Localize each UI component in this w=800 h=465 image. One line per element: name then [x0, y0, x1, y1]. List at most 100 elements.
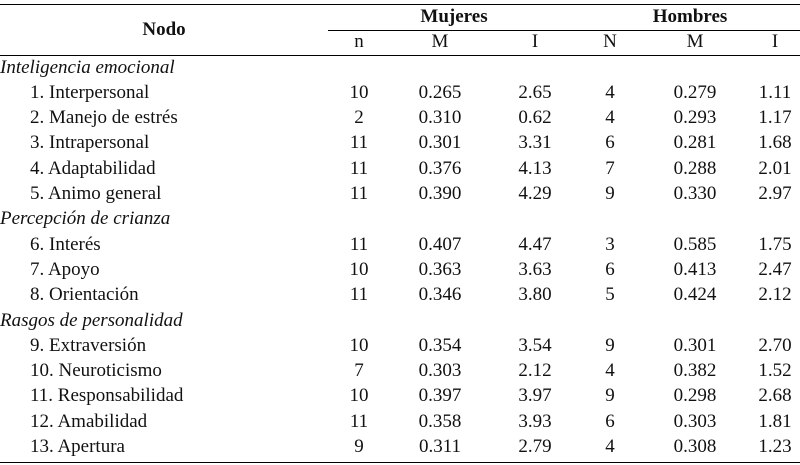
- cell-m-i: 1.11: [758, 81, 792, 103]
- cell-w-i: 0.62: [518, 107, 552, 129]
- bottom-rule: [0, 462, 800, 463]
- cell-m-m: 0.382: [673, 360, 717, 382]
- header-node: Nodo: [142, 18, 186, 40]
- cell-m-n: 3: [605, 233, 615, 255]
- cell-w-i: 2.79: [518, 436, 552, 458]
- cell-w-n: 11: [349, 233, 369, 255]
- cell-w-m: 0.354: [418, 334, 462, 356]
- group-rule: [328, 30, 800, 31]
- cell-w-n: 11: [349, 132, 369, 154]
- table-body: Inteligencia emocional 1. Interpersonal 10…: [0, 55, 800, 460]
- results-table: Nodo Mujeres Hombres n M I N M I Intelig…: [0, 4, 800, 459]
- cell-w-m: 0.390: [418, 183, 462, 205]
- cell-m-m: 0.308: [673, 436, 717, 458]
- cell-w-n: 9: [354, 436, 364, 458]
- cell-m-n: 5: [605, 284, 615, 306]
- cell-w-i: 3.54: [518, 334, 552, 356]
- cell-w-n: 10: [349, 334, 369, 356]
- cell-m-n: 6: [605, 410, 615, 432]
- table-row: 10. Neuroticismo 7 0.303 2.12 4 0.382 1.52: [0, 358, 800, 383]
- table-row: 12. Amabilidad 11 0.358 3.93 6 0.303 1.81: [0, 409, 800, 434]
- cell-w-i: 2.65: [518, 81, 552, 103]
- cell-m-n: 9: [605, 334, 615, 356]
- cell-w-m: 0.265: [418, 81, 462, 103]
- cell-w-m: 0.311: [418, 436, 462, 458]
- col-men-n: N: [603, 31, 617, 53]
- cell-w-i: 3.97: [518, 385, 552, 407]
- cell-m-m: 0.293: [673, 107, 717, 129]
- cell-m-m: 0.281: [673, 132, 717, 154]
- section-row: Rasgos de personalidad: [0, 308, 800, 333]
- cell-w-n: 7: [354, 360, 364, 382]
- cell-m-n: 6: [605, 258, 615, 280]
- cell-m-i: 1.52: [758, 360, 792, 382]
- table-row: 13. Apertura 9 0.311 2.79 4 0.308 1.23: [0, 434, 800, 459]
- cell-m-i: 2.12: [758, 284, 792, 306]
- cell-m-m: 0.413: [673, 258, 717, 280]
- col-men-i: I: [771, 31, 779, 53]
- cell-m-i: 2.97: [758, 183, 792, 205]
- cell-m-i: 2.70: [758, 334, 792, 356]
- cell-m-i: 2.68: [758, 385, 792, 407]
- col-women-n: n: [354, 31, 364, 53]
- cell-w-n: 11: [349, 157, 369, 179]
- cell-w-m: 0.358: [418, 410, 462, 432]
- row-label: 6. Interés: [30, 233, 101, 255]
- row-label: 8. Orientación: [30, 284, 139, 306]
- col-men-m: M: [686, 31, 704, 53]
- cell-w-n: 10: [349, 81, 369, 103]
- cell-w-m: 0.363: [418, 258, 462, 280]
- cell-m-i: 2.01: [758, 157, 792, 179]
- cell-m-n: 4: [605, 436, 615, 458]
- cell-w-m: 0.301: [418, 132, 462, 154]
- cell-m-n: 9: [605, 183, 615, 205]
- cell-m-n: 4: [605, 360, 615, 382]
- cell-w-n: 11: [349, 183, 369, 205]
- row-label: 7. Apoyo: [30, 258, 100, 280]
- row-label: 1. Interpersonal: [30, 81, 150, 103]
- cell-m-m: 0.301: [673, 334, 717, 356]
- cell-w-n: 10: [349, 385, 369, 407]
- section-row: Inteligencia emocional: [0, 55, 800, 80]
- cell-m-i: 1.81: [758, 410, 792, 432]
- cell-w-m: 0.303: [418, 360, 462, 382]
- cell-m-i: 1.68: [758, 132, 792, 154]
- row-label: 4. Adaptabilidad: [30, 157, 156, 179]
- cell-m-n: 9: [605, 385, 615, 407]
- cell-m-i: 1.17: [758, 107, 792, 129]
- cell-w-i: 4.13: [518, 157, 552, 179]
- cell-w-m: 0.346: [418, 284, 462, 306]
- cell-m-n: 7: [605, 157, 615, 179]
- section-title: Percepción de crianza: [0, 208, 171, 230]
- cell-m-m: 0.288: [673, 157, 717, 179]
- cell-w-m: 0.407: [418, 233, 462, 255]
- header-women: Mujeres: [420, 6, 488, 27]
- row-label: 13. Apertura: [30, 436, 125, 458]
- cell-m-m: 0.424: [673, 284, 717, 306]
- table-row: 6. Interés 11 0.407 4.47 3 0.585 1.75: [0, 232, 800, 257]
- cell-w-n: 2: [354, 107, 364, 129]
- table-row: 7. Apoyo 10 0.363 3.63 6 0.413 2.47: [0, 257, 800, 282]
- cell-m-n: 6: [605, 132, 615, 154]
- cell-m-i: 2.47: [758, 258, 792, 280]
- cell-w-i: 3.63: [518, 258, 552, 280]
- cell-w-i: 2.12: [518, 360, 552, 382]
- cell-w-n: 11: [349, 284, 369, 306]
- cell-m-m: 0.279: [673, 81, 717, 103]
- cell-m-m: 0.330: [673, 183, 717, 205]
- top-rule: [0, 4, 800, 5]
- header-men: Hombres: [652, 6, 728, 27]
- table-row: 8. Orientación 11 0.346 3.80 5 0.424 2.12: [0, 282, 800, 307]
- row-label: 5. Animo general: [30, 183, 162, 205]
- cell-m-m: 0.298: [673, 385, 717, 407]
- col-women-m: M: [431, 31, 449, 53]
- cell-w-i: 4.47: [518, 233, 552, 255]
- cell-w-i: 3.31: [518, 132, 552, 154]
- col-women-i: I: [531, 31, 539, 53]
- table-row: 2. Manejo de estrés 2 0.310 0.62 4 0.293 1.17: [0, 105, 800, 130]
- header-rule: [0, 55, 800, 56]
- table-row: 9. Extraversión 10 0.354 3.54 9 0.301 2.70: [0, 333, 800, 358]
- row-label: 9. Extraversión: [30, 334, 147, 356]
- cell-m-i: 1.23: [758, 436, 792, 458]
